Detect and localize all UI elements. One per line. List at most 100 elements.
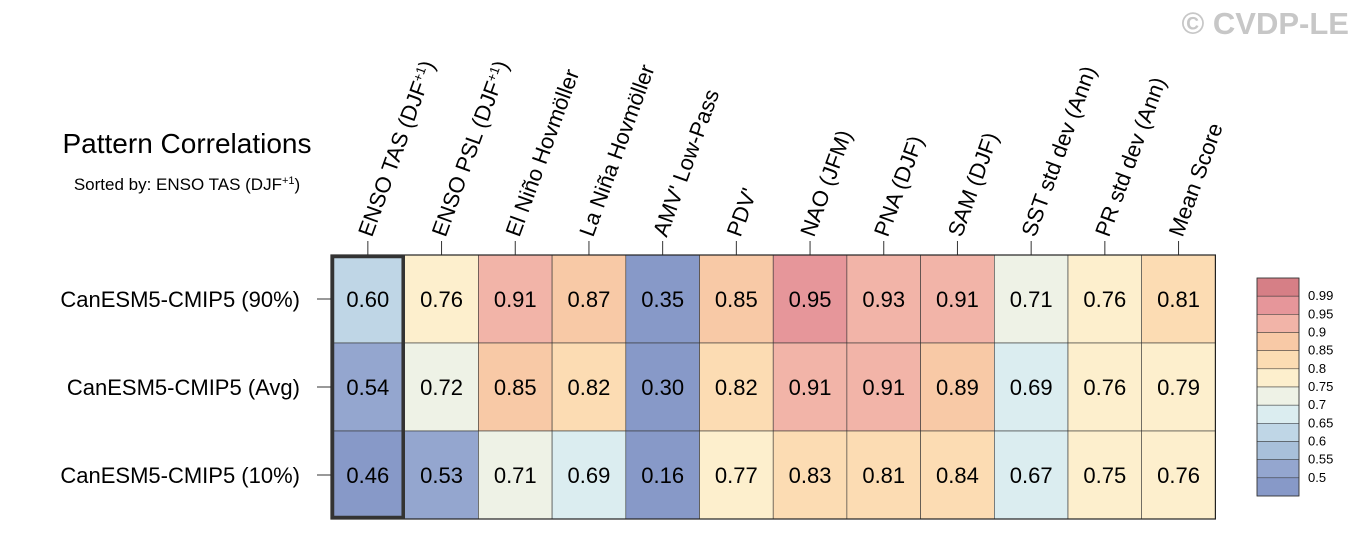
subtitle-prefix: Sorted by: ENSO TAS (DJF [74, 175, 282, 194]
cell-value-label: 0.76 [420, 287, 463, 312]
heatmap-cell [625, 254, 700, 344]
column-label: La Niña Hovmöller [574, 61, 659, 240]
row-label: CanESM5-CMIP5 (10%) [60, 463, 300, 488]
row-label: CanESM5-CMIP5 (Avg) [67, 375, 300, 400]
colorbar-tick-label: 0.65 [1308, 415, 1333, 430]
heatmap-cell [478, 342, 553, 432]
chart-subtitle: Sorted by: ENSO TAS (DJF+1) [74, 175, 300, 194]
column-label: SST std dev (Ann) [1016, 63, 1101, 240]
watermark-text: © CVDP-LE [1181, 6, 1349, 41]
heatmap-cell [846, 254, 921, 344]
cell-value-label: 0.71 [1010, 287, 1053, 312]
colorbar-swatch [1256, 459, 1300, 479]
colorbar-swatch [1256, 277, 1300, 297]
colorbar-tick-label: 0.6 [1308, 434, 1326, 449]
cell-value-label: 0.46 [346, 463, 389, 488]
cell-value-label: 0.82 [568, 375, 611, 400]
column-label: AMV' Low-Pass [648, 86, 724, 240]
heatmap-cell [478, 254, 553, 344]
column-label: El Niño Hovmöller [500, 66, 584, 240]
cell-value-label: 0.87 [568, 287, 611, 312]
heatmap-cell [551, 430, 627, 520]
colorbar-tick-label: 0.99 [1308, 288, 1333, 303]
heatmap-cell [699, 342, 774, 432]
column-label: ENSO PSL (DJF+1) [427, 57, 514, 240]
column-label: PR std dev (Ann) [1090, 74, 1171, 240]
cell-value-label: 0.79 [1157, 375, 1200, 400]
cell-value-label: 0.91 [862, 375, 905, 400]
cell-value-label: 0.85 [715, 287, 758, 312]
colorbar-swatch [1256, 332, 1300, 351]
cell-value-label: 0.72 [420, 375, 463, 400]
colorbar-frame [1256, 277, 1300, 497]
heatmap-cell [1067, 430, 1142, 520]
heatmap-cell [1067, 342, 1142, 432]
colorbar-swatch [1256, 423, 1300, 442]
chart-title: Pattern Correlations [62, 128, 311, 159]
heatmap-cell [772, 342, 848, 432]
heatmap-cell [699, 430, 774, 520]
heatmap-cells: 0.60 0.76 0.91 0.87 0.35 0.85 0.95 0.93 0.91 0.71… [330, 254, 1217, 520]
colorbar-tick-label: 0.9 [1308, 325, 1326, 340]
colorbar-swatch [1256, 386, 1300, 406]
heatmap-cell [1067, 254, 1142, 344]
heatmap-cell [1141, 254, 1216, 344]
colorbar-tick-label: 0.95 [1308, 306, 1333, 321]
heatmap-cell [699, 254, 774, 344]
column-label: ENSO TAS (DJF+1) [353, 57, 440, 240]
heatmap-cell [404, 430, 479, 520]
colorbar: 0.99 0.95 0.9 0.85 0.8 0.75 0.7 0.65 0.6 0.55 0.5 [1256, 277, 1333, 497]
cell-value-label: 0.82 [715, 375, 758, 400]
column-label: SAM (DJF) [943, 129, 1004, 240]
heatmap-cell [551, 254, 627, 344]
cell-value-label: 0.76 [1157, 463, 1200, 488]
colorbar-swatch [1256, 314, 1300, 333]
subtitle-superscript: +1 [282, 175, 295, 187]
heatmap-cell [920, 430, 995, 520]
heatmap-cell [920, 254, 995, 344]
column-label: PDV' [722, 185, 762, 240]
cell-value-label: 0.77 [715, 463, 758, 488]
colorbar-swatch [1256, 295, 1300, 315]
cell-value-label: 0.76 [1083, 375, 1126, 400]
heatmap-cell [1141, 342, 1216, 432]
cell-value-label: 0.54 [346, 375, 389, 400]
heatmap-cell [625, 430, 700, 520]
colorbar-swatch [1256, 477, 1300, 497]
colorbar-tick-label: 0.85 [1308, 343, 1333, 358]
colorbar-swatch [1256, 368, 1300, 388]
cell-value-label: 0.95 [789, 287, 832, 312]
cell-value-label: 0.93 [862, 287, 905, 312]
cell-value-label: 0.91 [936, 287, 979, 312]
column-label: PNA (DJF) [869, 132, 928, 239]
row-labels: CanESM5-CMIP5 (90%) CanESM5-CMIP5 (Avg) Ca… [60, 287, 331, 488]
colorbar-swatch [1256, 441, 1300, 460]
column-label: NAO (JFM) [795, 127, 857, 240]
column-labels: ENSO TAS (DJF+1)ENSO PSL (DJF+1)El Niño … [353, 57, 1228, 255]
cell-value-label: 0.91 [494, 287, 537, 312]
colorbar-swatch [1256, 404, 1300, 424]
cell-value-label: 0.89 [936, 375, 979, 400]
cell-value-label: 0.53 [420, 463, 463, 488]
cell-value-label: 0.84 [936, 463, 979, 488]
cell-value-label: 0.69 [568, 463, 611, 488]
colorbar-tick-label: 0.75 [1308, 379, 1333, 394]
heatmap-cell [625, 342, 700, 432]
cell-value-label: 0.30 [641, 375, 684, 400]
cell-value-label: 0.81 [1157, 287, 1200, 312]
cell-value-label: 0.81 [862, 463, 905, 488]
heatmap-cell [846, 342, 921, 432]
cell-value-label: 0.16 [641, 463, 684, 488]
column-label: Mean Score [1164, 120, 1228, 240]
heatmap-cell [920, 342, 995, 432]
colorbar-tick-label: 0.5 [1308, 470, 1326, 485]
cell-value-label: 0.75 [1083, 463, 1126, 488]
cell-value-label: 0.67 [1010, 463, 1053, 488]
cell-value-label: 0.69 [1010, 375, 1053, 400]
cell-value-label: 0.85 [494, 375, 537, 400]
colorbar-swatch [1256, 350, 1300, 370]
row-label: CanESM5-CMIP5 (90%) [60, 287, 300, 312]
colorbar-tick-label: 0.8 [1308, 361, 1326, 376]
heatmap-cell [993, 254, 1069, 344]
